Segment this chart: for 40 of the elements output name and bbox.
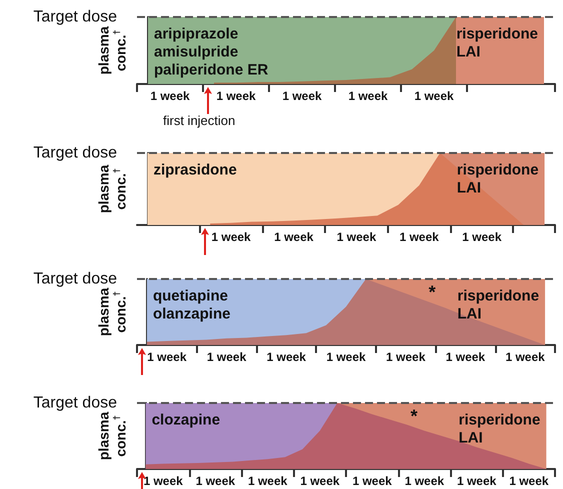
x-tick-label: 1 week [348,89,388,103]
x-tick-label: 1 week [386,350,426,364]
x-tick-label: 1 week [143,474,184,488]
x-tick-label: 1 week [399,230,440,244]
annotation: * [410,406,418,426]
series-label: risperidone LAI [456,162,539,196]
x-tick-label: 1 week [509,474,549,488]
x-tick-label: 1 week [211,230,252,244]
series-label: risperidone LAI [456,26,538,60]
x-tick-label: 1 week [196,474,236,488]
x-tick-label: 1 week [248,474,288,488]
ref-line-label: Target dose [33,394,118,412]
x-tick-label: 1 week [326,350,366,364]
x-tick-label: 1 week [147,350,187,364]
x-tick-label: 1 week [266,350,306,364]
x-tick-label: 1 week [274,230,314,244]
x-tick-label: 1 week [206,350,247,364]
x-tick-label: 1 week [462,230,502,244]
x-tick-label: 1 week [150,89,190,103]
text: first injection [163,113,236,128]
annotation: * [428,282,436,302]
x-tick-label: 1 week [352,474,392,488]
ref-line-label: Target dose [33,144,118,162]
series-label: risperidone LAI [458,412,540,446]
series-label: aripiprazole amisulpride paliperidone ER [154,26,268,78]
series-label: ziprasidone [153,162,237,178]
series-label: risperidone LAI [457,288,540,322]
ref-line-label: Target dose [33,8,118,26]
x-tick-label: 1 week [336,230,376,244]
x-tick-label: 1 week [414,89,454,103]
x-tick-label: 1 week [404,474,444,488]
x-tick-label: 1 week [456,474,497,488]
x-tick-label: 1 week [282,89,322,103]
x-tick-label: 1 week [216,89,256,103]
series-label: quetiapine olanzapine [152,288,230,322]
x-tick-label: 1 week [505,350,546,364]
series-label: clozapine [152,412,220,428]
x-tick-label: 1 week [300,474,340,488]
x-tick-label: 1 week [446,350,486,364]
ref-line-label: Target dose [33,270,118,288]
